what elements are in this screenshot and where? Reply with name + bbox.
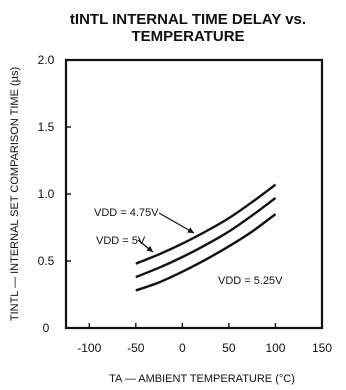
y-tick-label: 1.5	[38, 120, 55, 134]
series-line-1	[135, 183, 277, 265]
series-line-2	[135, 197, 277, 279]
x-tick-label: 100	[265, 341, 285, 355]
annotation-arrowhead	[146, 245, 153, 252]
x-tick-label: 0	[179, 341, 186, 355]
series-annotation-label: VDD = 5.25V	[218, 275, 283, 287]
series-lines	[135, 183, 277, 292]
chart-title-line: tINTL INTERNAL TIME DELAY vs.	[70, 11, 306, 28]
x-tick-label: 150	[312, 341, 332, 355]
y-tick-label: 1.0	[38, 187, 55, 201]
x-axis-label: TA — AMBIENT TEMPERATURE (°C)	[109, 373, 295, 385]
series-annotation-label: VDD = 5V	[96, 235, 146, 247]
x-tick-label: -100	[77, 341, 101, 355]
series-line-3	[135, 213, 277, 292]
annotation-leader-line	[158, 212, 195, 234]
x-tick-label: -50	[127, 341, 145, 355]
x-tick-label: 50	[222, 341, 236, 355]
annotation-arrowhead	[187, 227, 194, 233]
plot-frame	[64, 58, 324, 330]
y-tick-label: 0	[43, 321, 50, 335]
series-annotation-label: VDD = 4.75V	[94, 207, 159, 219]
y-axis-label: TINTL — INTERNAL SET COMPARISON TIME (µs…	[9, 67, 21, 321]
y-tick-label: 0.5	[38, 254, 55, 268]
chart-title-line: TEMPERATURE	[131, 28, 244, 45]
x-axis-ticks: -100 -50 0 50 100 150	[77, 323, 332, 355]
y-axis-ticks: 0 0.5 1.0 1.5 2.0	[38, 53, 71, 335]
y-tick-label: 2.0	[38, 53, 55, 67]
series-annotations: VDD = 4.75V VDD = 5V VDD = 5.25V	[94, 207, 283, 287]
chart-title: tINTL INTERNAL TIME DELAY vs.TEMPERATURE	[70, 11, 306, 45]
